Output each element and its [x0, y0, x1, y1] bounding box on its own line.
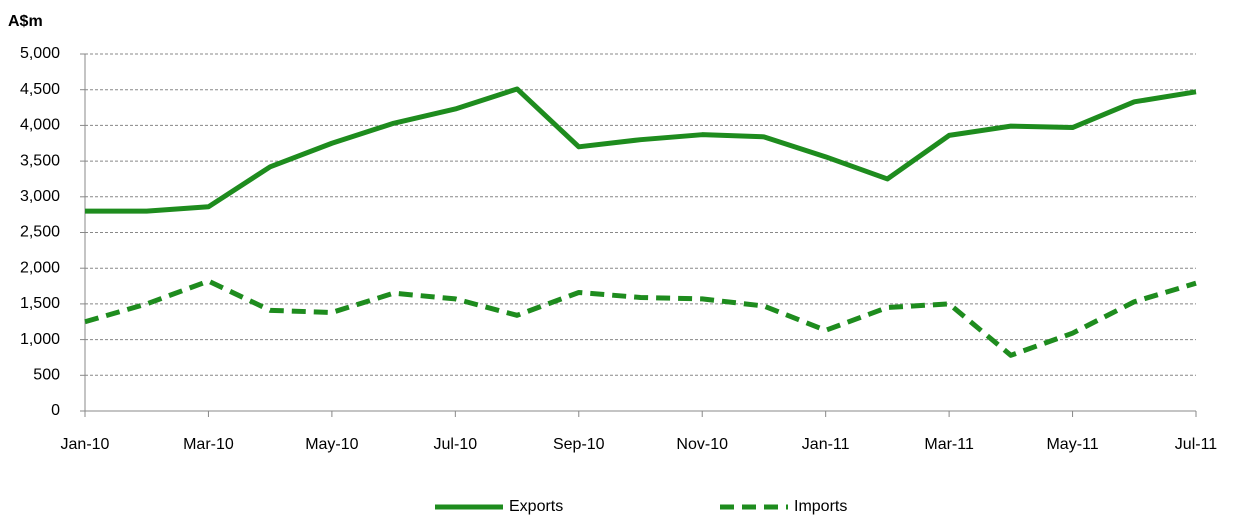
y-tick-label: 4,000 — [20, 117, 60, 134]
x-tick-label: May-11 — [1046, 436, 1098, 453]
y-tick-label: 0 — [51, 402, 60, 419]
y-tick-label: 2,000 — [20, 259, 60, 276]
x-tick-label: Nov-10 — [676, 436, 728, 453]
y-axis-title: A$m — [8, 13, 43, 30]
x-tick-label: Jan-10 — [61, 436, 110, 453]
y-tick-label: 3,500 — [20, 152, 60, 169]
x-tick-label: Jan-11 — [802, 436, 850, 453]
series-line — [84, 278, 1197, 358]
x-tick-label: Sep-10 — [553, 436, 605, 453]
y-tick-label: 1,000 — [20, 331, 60, 348]
x-tick-label: May-10 — [305, 436, 358, 453]
x-tick-label: Jul-10 — [434, 436, 478, 453]
x-tick-label: Mar-10 — [183, 436, 234, 453]
y-tick-label: 5,000 — [20, 45, 60, 62]
legend-label: Imports — [794, 498, 847, 515]
y-tick-label: 500 — [33, 367, 60, 384]
y-tick-label: 1,500 — [20, 295, 60, 312]
y-tick-label: 2,500 — [20, 224, 60, 241]
y-tick-label: 3,000 — [20, 188, 60, 205]
y-tick-label: 4,500 — [20, 81, 60, 98]
series-line — [85, 86, 1197, 214]
legend-label: Exports — [509, 498, 563, 515]
x-tick-label: Mar-11 — [924, 436, 974, 453]
x-tick-label: Jul-11 — [1175, 436, 1217, 453]
